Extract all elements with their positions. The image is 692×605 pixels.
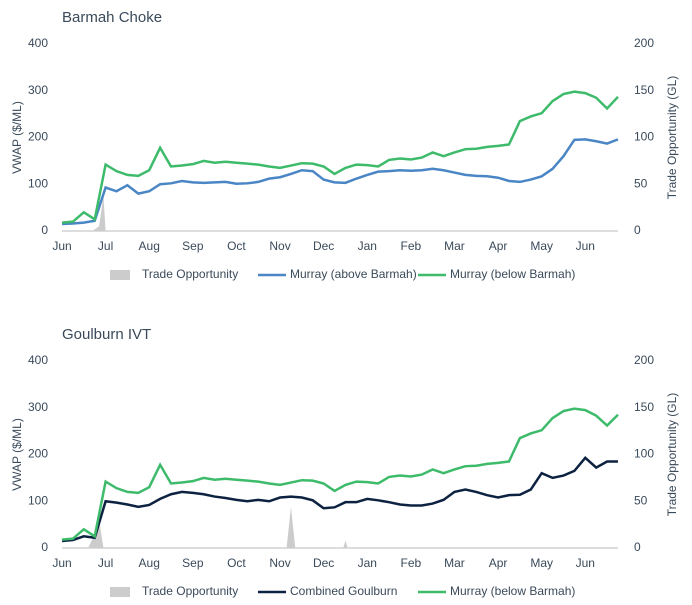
x-tick-label: Oct <box>227 239 246 253</box>
y2-axis-label: Trade Opportunity (GL) <box>665 76 679 200</box>
x-tick-label: Sep <box>182 239 204 253</box>
x-tick-label: Nov <box>269 239 290 253</box>
x-tick-label: Jan <box>358 556 377 570</box>
x-tick-label: Apr <box>489 556 508 570</box>
trade-area <box>92 195 108 231</box>
y-tick-label: 300 <box>28 83 48 97</box>
legend-label: Murray (below Barmah) <box>450 267 575 281</box>
x-tick-label: Dec <box>313 556 334 570</box>
x-tick-label: Feb <box>401 239 422 253</box>
series-line <box>61 90 619 224</box>
y2-tick-label: 200 <box>634 36 654 50</box>
x-tick-label: Oct <box>227 556 246 570</box>
y-tick-label: 100 <box>28 493 48 507</box>
x-tick-label: May <box>530 239 553 253</box>
y-axis-label: VWAP ($/ML) <box>10 418 24 491</box>
x-tick-label: Sep <box>182 556 204 570</box>
trade-area <box>88 506 348 548</box>
y2-tick-label: 100 <box>634 130 654 144</box>
y-tick-label: 400 <box>28 36 48 50</box>
legend-label: Trade Opportunity <box>142 267 238 281</box>
x-tick-label: Jul <box>98 556 113 570</box>
y-tick-label: 0 <box>41 540 48 554</box>
y2-tick-label: 100 <box>634 447 654 461</box>
x-tick-label: Jan <box>358 239 377 253</box>
x-tick-label: Jun <box>576 239 595 253</box>
y-tick-label: 200 <box>28 130 48 144</box>
x-tick-label: Apr <box>489 239 508 253</box>
y2-tick-label: 200 <box>634 353 654 367</box>
x-tick-label: Aug <box>139 556 160 570</box>
y-tick-label: 100 <box>28 176 48 190</box>
legend-swatch <box>110 270 130 280</box>
y2-tick-label: 0 <box>634 540 641 554</box>
series-line <box>61 138 619 226</box>
y-tick-label: 300 <box>28 400 48 414</box>
legend-label: Trade Opportunity <box>142 584 238 598</box>
x-tick-label: Jul <box>98 239 113 253</box>
y2-tick-label: 0 <box>634 223 641 237</box>
legend-label: Murray (below Barmah) <box>450 584 575 598</box>
x-tick-label: May <box>530 556 553 570</box>
x-tick-label: Mar <box>444 556 465 570</box>
chart-title: Barmah Choke <box>62 9 162 26</box>
x-tick-label: Jun <box>52 239 71 253</box>
y-axis-label: VWAP ($/ML) <box>10 101 24 174</box>
y-tick-label: 200 <box>28 447 48 461</box>
x-tick-label: Dec <box>313 239 334 253</box>
x-tick-label: Jun <box>52 556 71 570</box>
x-tick-label: Jun <box>576 556 595 570</box>
y2-tick-label: 50 <box>634 493 648 507</box>
x-tick-label: Mar <box>444 239 465 253</box>
y2-tick-label: 150 <box>634 400 654 414</box>
legend-label: Combined Goulburn <box>290 584 397 598</box>
y2-axis-label: Trade Opportunity (GL) <box>665 393 679 517</box>
y2-tick-label: 50 <box>634 176 648 190</box>
x-tick-label: Nov <box>269 556 290 570</box>
y2-tick-label: 150 <box>634 83 654 97</box>
chart-title: Goulburn IVT <box>62 326 151 343</box>
x-tick-label: Aug <box>139 239 160 253</box>
series-line <box>61 407 619 541</box>
y-tick-label: 400 <box>28 353 48 367</box>
legend-label: Murray (above Barmah) <box>290 267 417 281</box>
y-tick-label: 0 <box>41 223 48 237</box>
x-tick-label: Feb <box>401 556 422 570</box>
series-line <box>61 455 618 543</box>
legend-swatch <box>110 587 130 597</box>
